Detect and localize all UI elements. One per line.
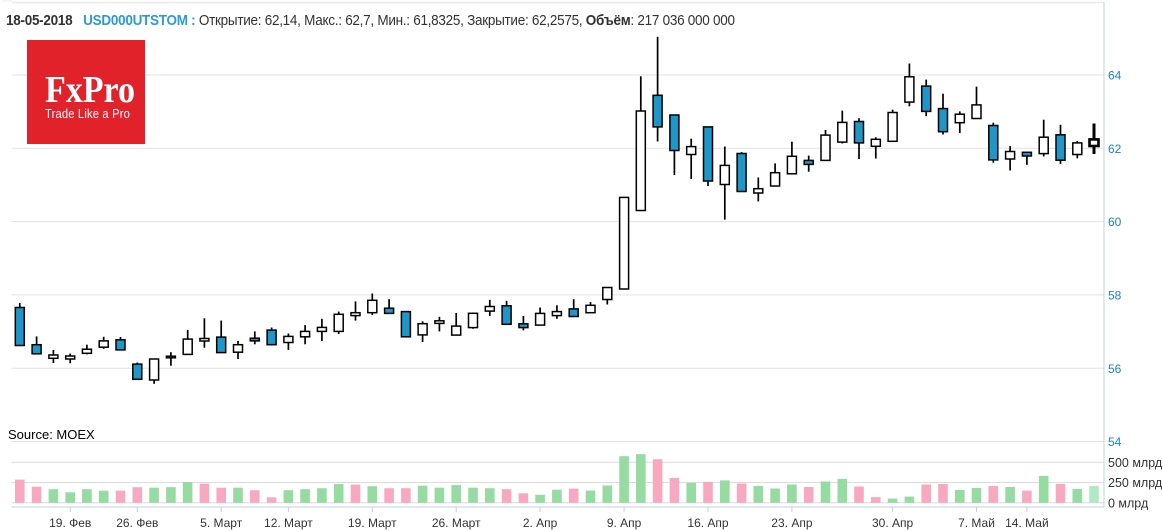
svg-text:250 млрд: 250 млрд — [1108, 476, 1163, 490]
svg-text:58: 58 — [1108, 289, 1122, 303]
svg-text:5. Март: 5. Март — [200, 516, 243, 530]
svg-text:23. Апр: 23. Апр — [771, 516, 813, 530]
svg-text:500 млрд: 500 млрд — [1108, 456, 1163, 470]
svg-text:19. Фев: 19. Фев — [49, 516, 91, 530]
svg-text:9. Апр: 9. Апр — [607, 516, 642, 530]
svg-text:26. Фев: 26. Фев — [116, 516, 158, 530]
svg-text:60: 60 — [1108, 215, 1122, 229]
svg-text:16. Апр: 16. Апр — [687, 516, 729, 530]
svg-text:64: 64 — [1108, 69, 1122, 83]
svg-text:0 млрд: 0 млрд — [1108, 496, 1149, 510]
svg-text:56: 56 — [1108, 362, 1122, 376]
svg-text:12. Март: 12. Март — [264, 516, 313, 530]
svg-text:26. Март: 26. Март — [432, 516, 481, 530]
svg-text:30. Апр: 30. Апр — [872, 516, 914, 530]
svg-text:7. Май: 7. Май — [958, 516, 995, 530]
svg-text:2. Апр: 2. Апр — [523, 516, 558, 530]
svg-text:54: 54 — [1108, 435, 1122, 449]
svg-text:14. Май: 14. Май — [1005, 516, 1049, 530]
svg-text:19. Март: 19. Март — [348, 516, 397, 530]
svg-text:62: 62 — [1108, 142, 1122, 156]
